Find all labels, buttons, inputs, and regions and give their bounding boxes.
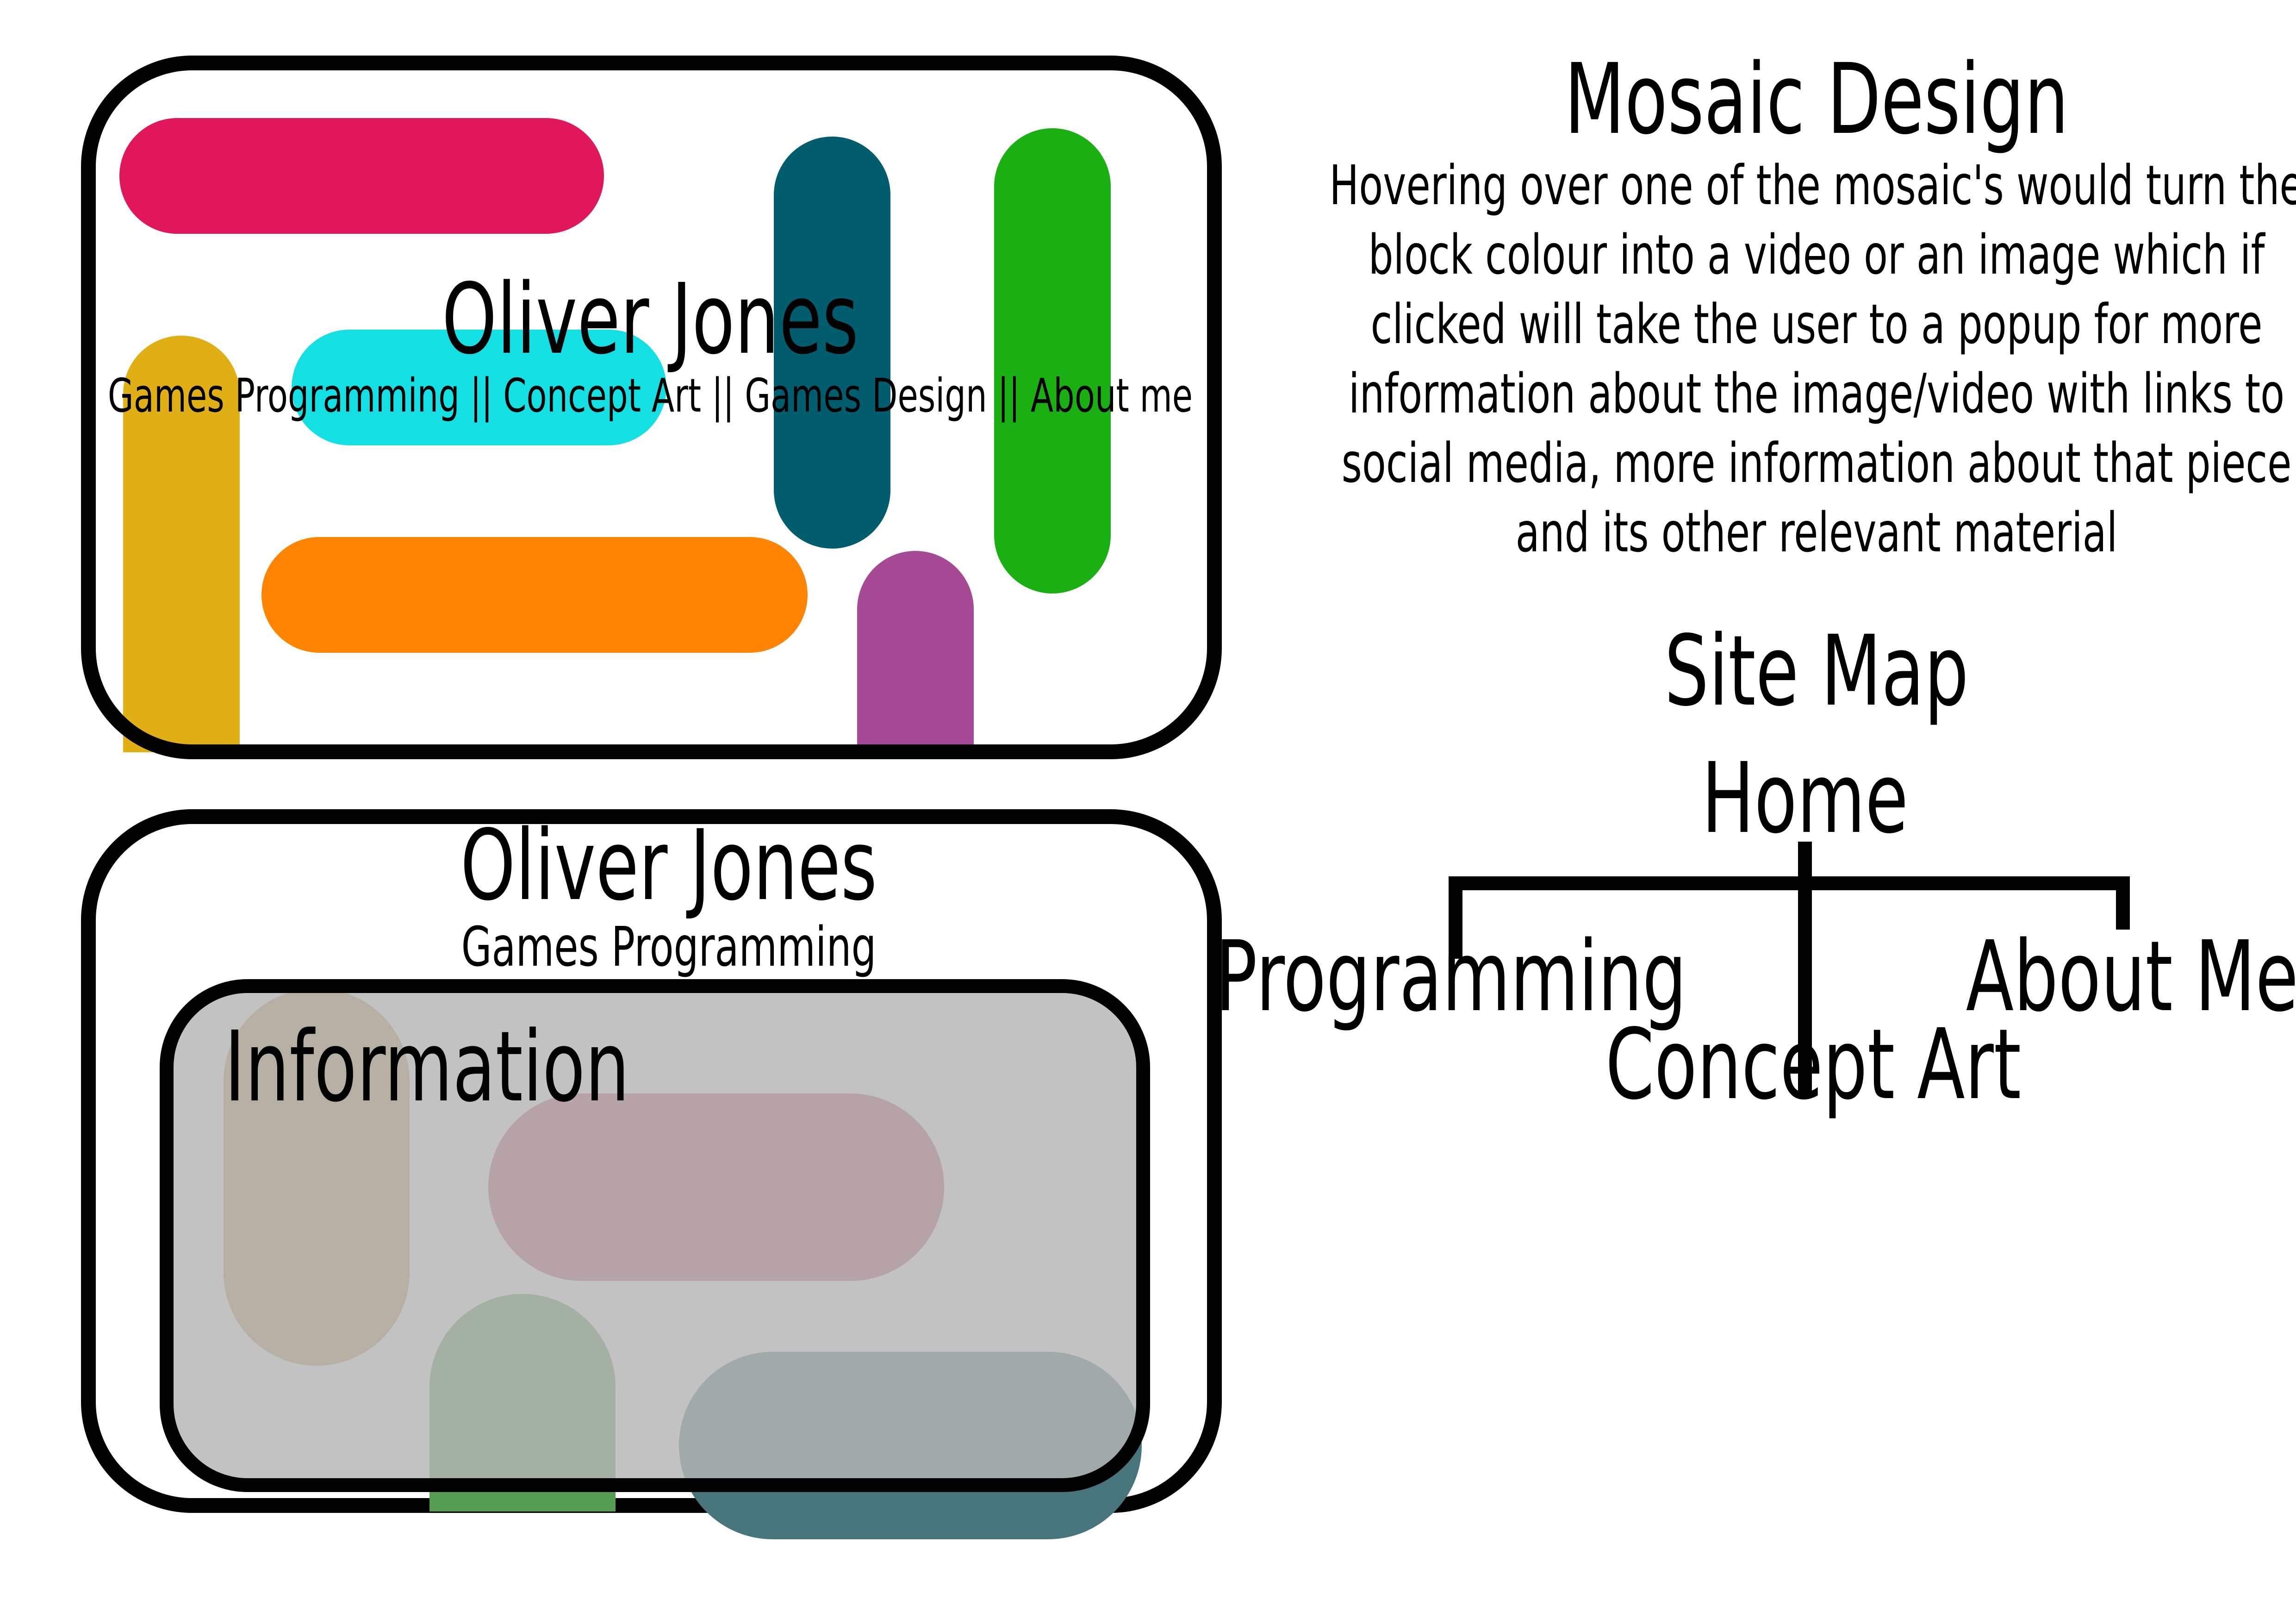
tile-green[interactable] bbox=[994, 128, 1111, 593]
sitemap-node-about-me[interactable]: About Me bbox=[1966, 920, 2296, 1033]
sitemap-node-concept-art[interactable]: Concept Art bbox=[1605, 1008, 2022, 1121]
description-line: block colour into a video or an image wh… bbox=[1368, 223, 2265, 287]
sitemap-node-programming[interactable]: Programming bbox=[1215, 920, 1687, 1033]
tile-purple[interactable] bbox=[857, 551, 974, 755]
tile-crimson[interactable] bbox=[119, 118, 604, 234]
mockup-home-title: Oliver Jones bbox=[442, 262, 859, 376]
description-line: social media, more information about tha… bbox=[1341, 431, 2292, 495]
description-line: information about the image/video with l… bbox=[1348, 362, 2285, 425]
description-heading: Mosaic Design bbox=[1564, 43, 2069, 156]
description-line: and its other relevant material bbox=[1515, 500, 2118, 564]
sitemap-branch-trunk bbox=[1798, 842, 1812, 1094]
tile-cyan[interactable] bbox=[292, 330, 666, 445]
tile-teal[interactable] bbox=[774, 137, 890, 549]
mockup-home-frame bbox=[81, 56, 1222, 759]
description-line: Hovering over one of the mosaic's would … bbox=[1329, 153, 2296, 217]
mockup-page-title: Oliver Jones bbox=[460, 809, 877, 922]
sitemap-branch-right bbox=[2116, 876, 2130, 930]
mockup-page-subtitle: Games Programming bbox=[461, 915, 877, 979]
information-popup[interactable] bbox=[160, 979, 1150, 1492]
sitemap-heading: Site Map bbox=[1664, 614, 1969, 728]
information-label: Information bbox=[224, 1010, 630, 1124]
sitemap-node-home[interactable]: Home bbox=[1701, 742, 1909, 855]
sitemap-branch-left bbox=[1449, 876, 1462, 959]
sitemap-branch-horizontal bbox=[1449, 876, 2130, 890]
mockup-home-nav[interactable]: Games Programming || Concept Art || Game… bbox=[107, 369, 1193, 423]
description-line: clicked will take the user to a popup fo… bbox=[1370, 292, 2263, 356]
tile-orange[interactable] bbox=[261, 537, 808, 653]
